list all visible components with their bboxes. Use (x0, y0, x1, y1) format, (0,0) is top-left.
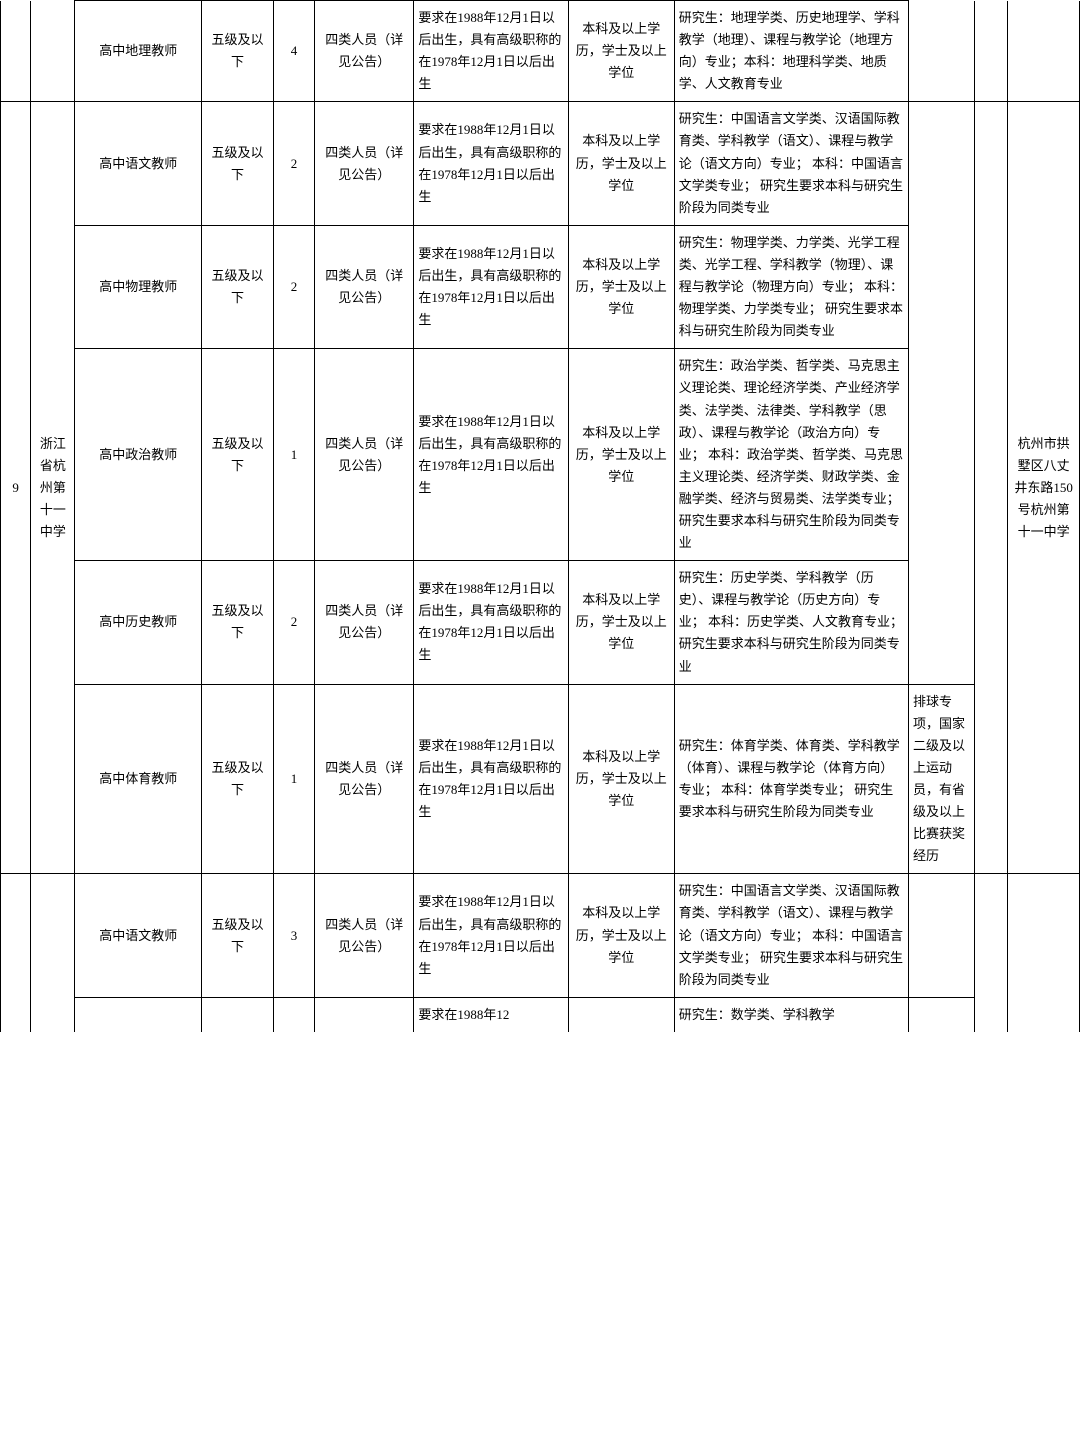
major-cell: 研究生：数学类、学科教学 (674, 997, 908, 1032)
table-row: 高中地理教师 五级及以下 4 四类人员（详见公告） 要求在1988年12月1日以… (1, 1, 1080, 102)
grade-cell: 五级及以下 (202, 225, 274, 348)
major-cell: 研究生：历史学类、学科教学（历史）、课程与教学论（历史方向）专业； 本科：历史学… (674, 561, 908, 684)
gap-cell (975, 1, 1008, 102)
edu-cell: 本科及以上学历，学士及以上学位 (568, 349, 674, 561)
age-cell: 要求在1988年12 (414, 997, 568, 1032)
edu-cell (568, 997, 674, 1032)
other-cell (909, 102, 975, 684)
idx-cell (1, 1, 31, 102)
grade-cell: 五级及以下 (202, 102, 274, 225)
category-cell: 四类人员（详见公告） (315, 102, 414, 225)
idx-cell: 9 (1, 102, 31, 874)
category-cell (315, 997, 414, 1032)
addr-cell (1008, 1, 1080, 102)
school-cell (31, 1, 75, 102)
position-cell: 高中体育教师 (75, 684, 202, 874)
category-cell: 四类人员（详见公告） (315, 225, 414, 348)
position-cell (75, 997, 202, 1032)
qty-cell: 1 (273, 349, 314, 561)
age-cell: 要求在1988年12月1日以后出生，具有高级职称的在1978年12月1日以后出生 (414, 102, 568, 225)
major-cell: 研究生：中国语言文学类、汉语国际教育类、学科教学（语文）、课程与教学论（语文方向… (674, 874, 908, 997)
age-cell: 要求在1988年12月1日以后出生，具有高级职称的在1978年12月1日以后出生 (414, 349, 568, 561)
position-cell: 高中语文教师 (75, 102, 202, 225)
gap-cell (975, 874, 1008, 1032)
table-row: 9 浙江省杭州第十一中学 高中语文教师 五级及以下 2 四类人员（详见公告） 要… (1, 102, 1080, 225)
position-cell: 高中语文教师 (75, 874, 202, 997)
gap-cell (975, 102, 1008, 874)
position-cell: 高中政治教师 (75, 349, 202, 561)
grade-cell: 五级及以下 (202, 349, 274, 561)
age-cell: 要求在1988年12月1日以后出生，具有高级职称的在1978年12月1日以后出生 (414, 561, 568, 684)
category-cell: 四类人员（详见公告） (315, 561, 414, 684)
table-row: 要求在1988年12 研究生：数学类、学科教学 (1, 997, 1080, 1032)
category-cell: 四类人员（详见公告） (315, 684, 414, 874)
qty-cell: 1 (273, 684, 314, 874)
grade-cell: 五级及以下 (202, 684, 274, 874)
edu-cell: 本科及以上学历，学士及以上学位 (568, 225, 674, 348)
major-cell: 研究生：地理学类、历史地理学、学科教学（地理）、课程与教学论（地理方向）专业；本… (674, 1, 908, 102)
grade-cell: 五级及以下 (202, 561, 274, 684)
qty-cell: 2 (273, 102, 314, 225)
grade-cell: 五级及以下 (202, 874, 274, 997)
edu-cell: 本科及以上学历，学士及以上学位 (568, 102, 674, 225)
age-cell: 要求在1988年12月1日以后出生，具有高级职称的在1978年12月1日以后出生 (414, 684, 568, 874)
major-cell: 研究生：政治学类、哲学类、马克思主义理论类、理论经济学类、产业经济学类、法学类、… (674, 349, 908, 561)
grade-cell (202, 997, 274, 1032)
category-cell: 四类人员（详见公告） (315, 1, 414, 102)
idx-cell (1, 874, 31, 1032)
other-cell (909, 1, 975, 102)
other-cell: 排球专项，国家二级及以上运动员，有省级及以上比赛获奖经历 (909, 684, 975, 874)
qty-cell: 2 (273, 225, 314, 348)
qty-cell: 2 (273, 561, 314, 684)
qty-cell: 4 (273, 1, 314, 102)
major-cell: 研究生：物理学类、力学类、光学工程类、光学工程、学科教学（物理）、课程与教学论（… (674, 225, 908, 348)
position-cell: 高中地理教师 (75, 1, 202, 102)
qty-cell (273, 997, 314, 1032)
addr-cell (1008, 874, 1080, 1032)
school-cell: 浙江省杭州第十一中学 (31, 102, 75, 874)
age-cell: 要求在1988年12月1日以后出生，具有高级职称的在1978年12月1日以后出生 (414, 874, 568, 997)
grade-cell: 五级及以下 (202, 1, 274, 102)
other-cell (909, 874, 975, 997)
addr-cell: 杭州市拱墅区八丈井东路150号杭州第十一中学 (1008, 102, 1080, 874)
position-cell: 高中历史教师 (75, 561, 202, 684)
edu-cell: 本科及以上学历，学士及以上学位 (568, 561, 674, 684)
position-cell: 高中物理教师 (75, 225, 202, 348)
category-cell: 四类人员（详见公告） (315, 349, 414, 561)
edu-cell: 本科及以上学历，学士及以上学位 (568, 684, 674, 874)
school-cell (31, 874, 75, 1032)
edu-cell: 本科及以上学历，学士及以上学位 (568, 1, 674, 102)
major-cell: 研究生：体育学类、体育类、学科教学（体育）、课程与教学论（体育方向）专业； 本科… (674, 684, 908, 874)
table-row: 高中语文教师 五级及以下 3 四类人员（详见公告） 要求在1988年12月1日以… (1, 874, 1080, 997)
category-cell: 四类人员（详见公告） (315, 874, 414, 997)
major-cell: 研究生：中国语言文学类、汉语国际教育类、学科教学（语文）、课程与教学论（语文方向… (674, 102, 908, 225)
qty-cell: 3 (273, 874, 314, 997)
age-cell: 要求在1988年12月1日以后出生，具有高级职称的在1978年12月1日以后出生 (414, 1, 568, 102)
table-row: 高中体育教师 五级及以下 1 四类人员（详见公告） 要求在1988年12月1日以… (1, 684, 1080, 874)
recruitment-table: 高中地理教师 五级及以下 4 四类人员（详见公告） 要求在1988年12月1日以… (0, 0, 1080, 1032)
age-cell: 要求在1988年12月1日以后出生，具有高级职称的在1978年12月1日以后出生 (414, 225, 568, 348)
other-cell (909, 997, 975, 1032)
edu-cell: 本科及以上学历，学士及以上学位 (568, 874, 674, 997)
